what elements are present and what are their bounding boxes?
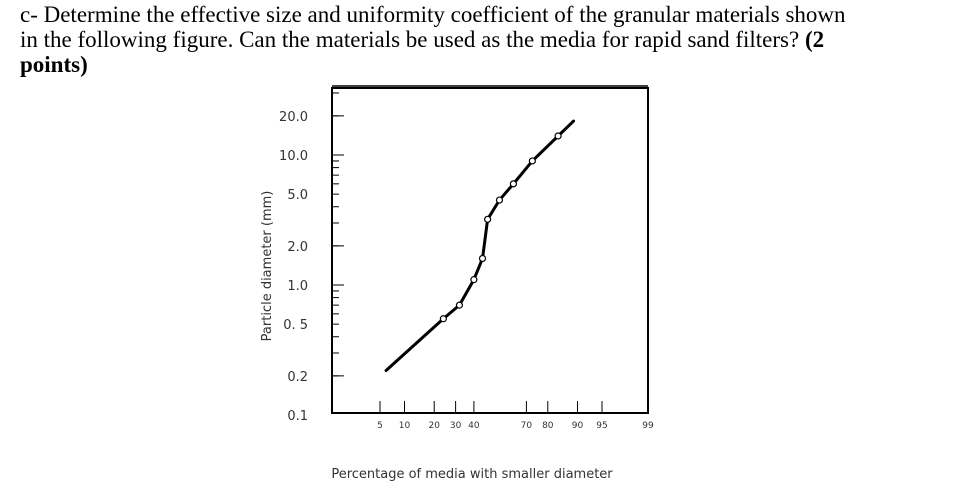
data-point (470, 276, 478, 284)
question-line-2: in the following figure. Can the materia… (20, 27, 940, 52)
x-tick-label: 90 (572, 421, 584, 431)
y-tick-label: 0.2 (287, 370, 308, 385)
series-line (384, 119, 576, 372)
plot-frame (331, 87, 649, 414)
y-minor-ticks (332, 92, 344, 377)
points-close: points) (20, 52, 88, 77)
y-tick-label: 0.1 (287, 409, 308, 424)
question-line-2-text: in the following figure. Can the materia… (20, 27, 800, 52)
points-open: (2 (804, 27, 825, 52)
x-tick-label: 80 (542, 421, 554, 431)
y-tick-label: 2.0 (287, 240, 308, 255)
y-tick-label: 1.0 (287, 279, 308, 294)
y-tick-label: 5.0 (287, 188, 308, 203)
y-tick-label: 20.0 (279, 110, 308, 125)
data-point (509, 180, 517, 188)
question-text: c- Determine the effective size and unif… (20, 2, 940, 77)
x-ticks (379, 401, 649, 413)
x-tick-label: 20 (428, 421, 440, 431)
x-tick-labels: 5 10 20 30 40 70 80 90 95 99 (377, 421, 654, 431)
x-tick-label: 95 (596, 421, 607, 431)
data-point (554, 132, 562, 140)
data-point (439, 315, 447, 323)
data-point (455, 301, 464, 309)
x-tick-label: 40 (468, 421, 480, 431)
y-tick-label: 0. 5 (283, 318, 308, 333)
x-tick-label: 5 (377, 421, 383, 431)
y-tick-labels: 20.0 10.0 5.0 2.0 1.0 0. 5 0.2 0.1 (279, 110, 308, 424)
data-point (478, 254, 487, 263)
data-point (484, 215, 492, 223)
data-point (528, 157, 536, 165)
x-axis-label: Percentage of media with smaller diamete… (331, 467, 613, 482)
data-point (495, 196, 504, 204)
question-line-1: c- Determine the effective size and unif… (20, 2, 846, 27)
y-tick-label: 10.0 (279, 149, 308, 164)
x-tick-label: 99 (642, 421, 654, 431)
y-axis-label: Particle diameter (mm) (260, 191, 275, 342)
x-tick-label: 10 (399, 421, 411, 431)
x-tick-label: 70 (521, 421, 533, 431)
series-group (384, 119, 576, 372)
x-tick-label: 30 (450, 421, 462, 431)
